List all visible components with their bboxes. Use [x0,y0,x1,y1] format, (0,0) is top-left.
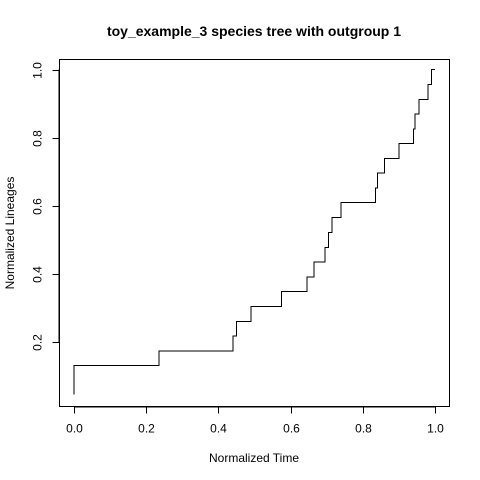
x-tick-label: 1.0 [427,422,444,436]
lineage-step-line [73,69,436,395]
x-tick-label: 0.4 [210,422,227,436]
y-tick-label: 1.0 [31,62,45,79]
y-axis: 0.2 0.4 0.6 0.8 1.0 [31,62,60,351]
y-axis-label: Normalized Lineages [3,177,17,290]
y-tick-label: 0.4 [31,266,45,283]
series-layer [73,69,436,395]
x-tick-label: 0.8 [355,422,372,436]
x-tick-label: 0.2 [138,422,155,436]
y-tick-label: 0.2 [31,334,45,351]
chart-title: toy_example_3 species tree with outgroup… [107,23,401,39]
y-tick-label: 0.8 [31,130,45,147]
y-tick-label: 0.6 [31,198,45,215]
x-axis: 0.0 0.2 0.4 0.6 0.8 1.0 [66,406,444,436]
x-tick-label: 0.0 [66,422,83,436]
x-axis-label: Normalized Time [209,451,299,465]
x-tick-label: 0.6 [283,422,300,436]
